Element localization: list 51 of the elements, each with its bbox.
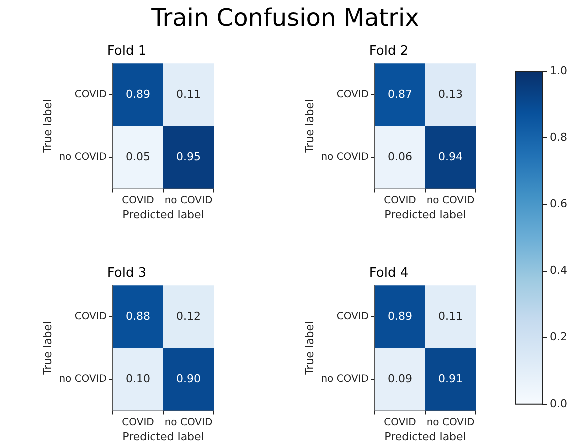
data-label: 0.95 bbox=[176, 150, 201, 164]
data-label: 0.89 bbox=[388, 310, 412, 323]
data-label: 0.88 bbox=[126, 310, 150, 323]
y-tick-label: no COVID bbox=[59, 152, 108, 164]
text: Train Confusion Matrix bbox=[150, 4, 420, 32]
data-label: 0.09 bbox=[388, 372, 412, 386]
data-label: 0.11 bbox=[176, 88, 201, 101]
color-bar-label: 0.4 bbox=[550, 264, 568, 278]
data-label: 0.06 bbox=[388, 150, 412, 164]
x-tick-label: no COVID bbox=[164, 195, 213, 206]
y-tick-label: COVID bbox=[336, 311, 370, 322]
color-bar-label: 0.0 bbox=[550, 397, 568, 410]
data-label: 0.11 bbox=[438, 310, 463, 323]
color-bar-label: 1.0 bbox=[550, 64, 568, 78]
chart-title: Fold 2 bbox=[369, 44, 409, 60]
chart-title: Fold 3 bbox=[107, 266, 147, 282]
data-label: 0.89 bbox=[126, 88, 150, 101]
x-tick-label: no COVID bbox=[426, 417, 475, 428]
x-axis-title: Predicted label bbox=[122, 430, 204, 442]
color-bar-label: 0.6 bbox=[550, 198, 568, 211]
data-label: 0.05 bbox=[126, 150, 150, 164]
x-tick-label: COVID bbox=[122, 417, 155, 428]
x-tick-label: COVID bbox=[384, 195, 417, 206]
y-tick-label: no COVID bbox=[321, 374, 370, 386]
x-axis-title: Predicted label bbox=[122, 208, 204, 222]
x-tick-label: COVID bbox=[384, 417, 417, 428]
y-axis-title: True label bbox=[303, 321, 316, 376]
data-label: 0.94 bbox=[438, 150, 463, 164]
y-tick-label: COVID bbox=[74, 89, 108, 100]
x-tick-label: no COVID bbox=[426, 195, 475, 206]
x-axis-title: Predicted label bbox=[384, 208, 466, 222]
data-label: 0.10 bbox=[126, 372, 150, 386]
data-label: 0.91 bbox=[438, 372, 463, 386]
data-label: 0.87 bbox=[388, 88, 412, 101]
y-tick-label: no COVID bbox=[59, 374, 108, 386]
color-bar-label: 0.8 bbox=[550, 131, 568, 144]
y-tick-label: COVID bbox=[74, 311, 108, 322]
chart-title: Fold 4 bbox=[369, 266, 409, 282]
chart-title: Fold 1 bbox=[107, 44, 147, 60]
data-label: 0.12 bbox=[176, 310, 201, 323]
data-label: 0.90 bbox=[176, 372, 201, 386]
y-axis-title: True label bbox=[41, 321, 54, 376]
y-axis-title: True label bbox=[41, 99, 54, 154]
color-bar-label: 0.2 bbox=[550, 330, 568, 344]
y-tick-label: COVID bbox=[336, 89, 370, 100]
y-axis-title: True label bbox=[303, 99, 316, 154]
y-tick-label: no COVID bbox=[321, 152, 370, 164]
x-tick-label: COVID bbox=[122, 195, 155, 206]
x-axis-title: Predicted label bbox=[384, 430, 466, 442]
x-tick-label: no COVID bbox=[164, 417, 213, 428]
data-label: 0.13 bbox=[438, 88, 463, 101]
